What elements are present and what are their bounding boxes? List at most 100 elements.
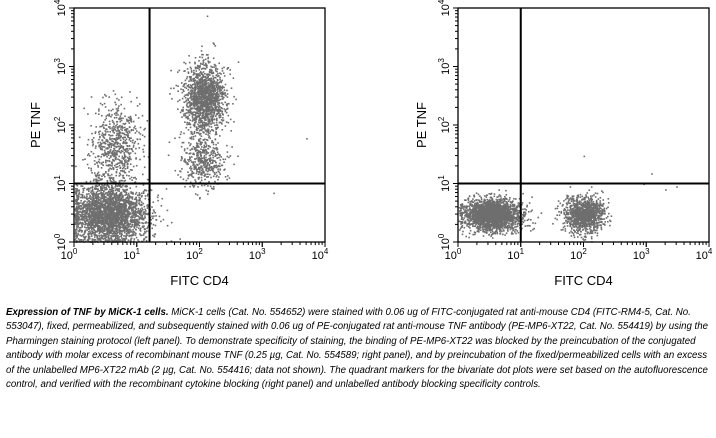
data-point — [107, 228, 110, 230]
data-point — [214, 103, 216, 106]
data-point — [123, 164, 126, 166]
data-point — [125, 141, 128, 144]
data-point — [150, 222, 152, 225]
data-point — [199, 78, 202, 81]
data-point — [147, 213, 149, 216]
data-point — [124, 222, 127, 225]
data-point — [131, 197, 133, 199]
data-point — [185, 109, 188, 111]
data-point — [173, 87, 175, 90]
data-point — [136, 220, 139, 222]
data-point — [116, 214, 118, 217]
data-point — [116, 202, 119, 204]
data-point — [136, 215, 139, 217]
data-point — [113, 218, 115, 221]
data-point — [204, 112, 207, 115]
data-point — [116, 132, 118, 135]
data-point — [115, 218, 118, 221]
data-point — [134, 212, 136, 215]
data-point — [210, 119, 213, 122]
data-point — [106, 232, 109, 235]
data-point — [192, 98, 195, 101]
data-point — [152, 209, 155, 211]
data-point — [107, 232, 109, 234]
data-point — [81, 234, 84, 236]
data-point — [134, 214, 137, 217]
data-point — [84, 230, 86, 233]
data-point — [204, 165, 207, 168]
data-point — [186, 94, 188, 96]
data-point — [113, 216, 115, 219]
data-point — [218, 82, 221, 84]
dot-cloud — [74, 15, 308, 243]
data-point — [131, 196, 134, 198]
data-point — [210, 69, 212, 71]
data-point — [211, 122, 213, 124]
data-point — [81, 217, 84, 219]
data-point — [87, 203, 89, 205]
data-point — [198, 68, 201, 71]
data-point — [170, 240, 173, 242]
data-point — [137, 215, 140, 218]
data-point — [119, 206, 121, 209]
data-point — [144, 215, 146, 217]
data-point — [122, 126, 124, 129]
data-point — [185, 116, 188, 118]
data-point — [120, 203, 122, 205]
data-point — [91, 144, 94, 147]
data-point — [216, 127, 218, 130]
data-point — [78, 207, 80, 210]
data-point — [120, 179, 122, 182]
data-point — [192, 92, 195, 94]
data-point — [106, 188, 108, 190]
data-point — [210, 71, 213, 73]
data-point — [117, 206, 120, 208]
data-point — [203, 88, 206, 91]
data-point — [185, 152, 187, 154]
data-point — [123, 158, 125, 161]
data-point — [78, 203, 80, 206]
data-point — [229, 118, 232, 121]
data-point — [213, 63, 216, 66]
data-point — [108, 190, 110, 193]
data-point — [131, 141, 134, 144]
data-point — [99, 219, 101, 221]
data-point — [146, 227, 148, 230]
data-point — [141, 134, 144, 136]
data-point — [201, 105, 204, 107]
data-point — [209, 90, 211, 93]
data-point — [195, 118, 198, 120]
data-point — [219, 92, 222, 95]
data-point — [95, 112, 97, 115]
data-point — [127, 215, 130, 218]
data-point — [91, 193, 93, 195]
data-point — [109, 227, 111, 229]
data-point — [212, 75, 214, 77]
data-point — [151, 206, 153, 208]
data-point — [216, 97, 219, 100]
data-point — [216, 83, 219, 85]
data-point — [109, 208, 112, 211]
data-point — [128, 139, 131, 141]
data-point — [113, 206, 116, 208]
data-point — [101, 197, 104, 200]
data-point — [190, 112, 193, 114]
data-point — [200, 62, 202, 65]
data-point — [204, 119, 206, 121]
data-point — [102, 126, 105, 129]
data-point — [112, 140, 114, 143]
data-point — [104, 152, 106, 155]
data-point — [136, 218, 138, 221]
data-point — [116, 240, 119, 242]
data-point — [97, 164, 99, 167]
data-point — [111, 140, 113, 143]
data-point — [79, 221, 81, 224]
data-point — [138, 147, 141, 149]
data-point — [206, 115, 208, 117]
data-point — [114, 150, 116, 152]
data-point — [212, 154, 214, 157]
data-point — [125, 205, 128, 207]
data-point — [99, 220, 102, 223]
data-point — [199, 77, 202, 80]
data-point — [109, 150, 111, 152]
